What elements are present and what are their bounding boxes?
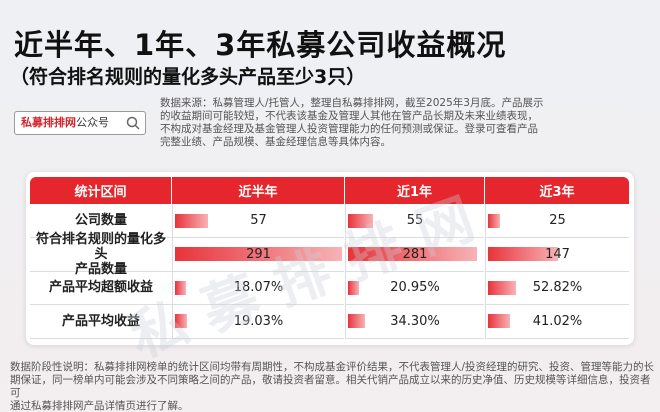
bar <box>488 213 500 228</box>
cell-value: 20.95% <box>390 280 440 295</box>
source: 数据来源：私募管理人/托管人，整理自私募排排网，截至2025年3月底。产品展示的… <box>160 97 650 149</box>
column-header: 近3年 <box>485 177 629 204</box>
cell: 147 <box>485 237 629 272</box>
source-line: 不构成对基金经理及基金管理人投资管理能力的任何预测或保证。登录可查看产品 <box>160 123 538 135</box>
bar <box>175 247 342 261</box>
bar <box>348 247 478 261</box>
cell: 281 <box>345 237 484 272</box>
row-label-line: 产品平均超额收益 <box>48 280 153 295</box>
bar <box>488 280 516 295</box>
bar <box>348 314 366 328</box>
search-box[interactable]: 私募排排网公众号 <box>14 111 146 135</box>
source-line: 数据来源：私募管理人/托管人，整理自私募排排网，截至2025年3月底。产品展示 <box>160 97 544 109</box>
row-label: 产品平均超额收益 <box>30 271 172 305</box>
bar <box>175 280 187 295</box>
cell-value: 18.07% <box>233 280 284 295</box>
source-line: 的收益期间可能较短，不代表该基金及管理人其他在管产品长期及未来业绩表现， <box>160 110 538 122</box>
bar <box>348 280 359 295</box>
cell: 20.95% <box>345 271 484 305</box>
source-line: 完整业绩、产品规模、基金经理信息等具体内容。 <box>160 136 391 148</box>
row-label: 产品平均收益 <box>30 304 172 339</box>
cell-value: 19.03% <box>233 313 284 329</box>
cell-value: 291 <box>246 246 271 262</box>
bar <box>348 213 374 228</box>
column-header: 近半年 <box>172 177 344 204</box>
cell-value: 34.30% <box>390 313 440 329</box>
footnote: 数据阶段性说明：私募排排网榜单的统计区间均带有周期性，不构成基金评价结果，不代表… <box>10 361 655 412</box>
bar <box>175 213 208 228</box>
column-header: 统计区间 <box>30 177 171 204</box>
footnote-line: 通过私募排排网产品详情页进行了解。 <box>10 400 189 412</box>
cell-value: 147 <box>545 246 570 262</box>
cell-value: 55 <box>406 213 424 228</box>
cell: 52.82% <box>485 271 629 305</box>
cell: 19.03% <box>172 304 344 339</box>
cell: 34.30% <box>345 304 484 339</box>
row-label-line: 产品数量 <box>74 261 127 277</box>
footnote-line: 期保证，同一榜单内可能会涉及不同策略之间的产品，敬请投资者留意。相关代销产品成立… <box>10 374 651 399</box>
table: 统计区间 近半年 近1年 近3年公司数量 57 55 25 符合排名规则的量化多头 产品数量 29… <box>26 172 634 345</box>
title: 近半年、1年、3年私募公司收益概况 <box>14 28 507 62</box>
cell-value: 25 <box>549 213 566 228</box>
cell-value: 52.82% <box>532 280 583 295</box>
suffix: 公众号 <box>76 116 109 129</box>
cell: 291 <box>172 237 344 272</box>
subtitle: （符合排名规则的量化多头产品至少3只） <box>10 66 366 88</box>
cell-value: 57 <box>250 213 267 228</box>
bar <box>488 314 510 328</box>
cell: 57 <box>172 204 344 238</box>
row-label-line: 公司数量 <box>74 213 127 228</box>
cell: 55 <box>345 204 484 238</box>
search-icon <box>126 116 140 130</box>
cell-value: 41.02% <box>532 313 583 329</box>
footnote-line: 数据阶段性说明：私募排排网榜单的统计区间均带有周期性，不构成基金评价结果，不代表… <box>10 361 655 373</box>
column-header: 近1年 <box>345 177 484 204</box>
cell-value: 281 <box>402 246 428 262</box>
row-label-line: 符合排名规则的量化多头 <box>35 231 166 262</box>
bar <box>488 247 559 261</box>
bar <box>175 314 188 328</box>
cell: 25 <box>485 204 629 238</box>
row-label-line: 产品平均收益 <box>61 313 140 329</box>
cell: 18.07% <box>172 271 344 305</box>
brand: 私募排排网 <box>21 116 76 129</box>
row-label: 公司数量 <box>30 204 172 238</box>
cell: 41.02% <box>485 304 629 339</box>
row-label: 符合排名规则的量化多头 产品数量 <box>30 232 172 277</box>
